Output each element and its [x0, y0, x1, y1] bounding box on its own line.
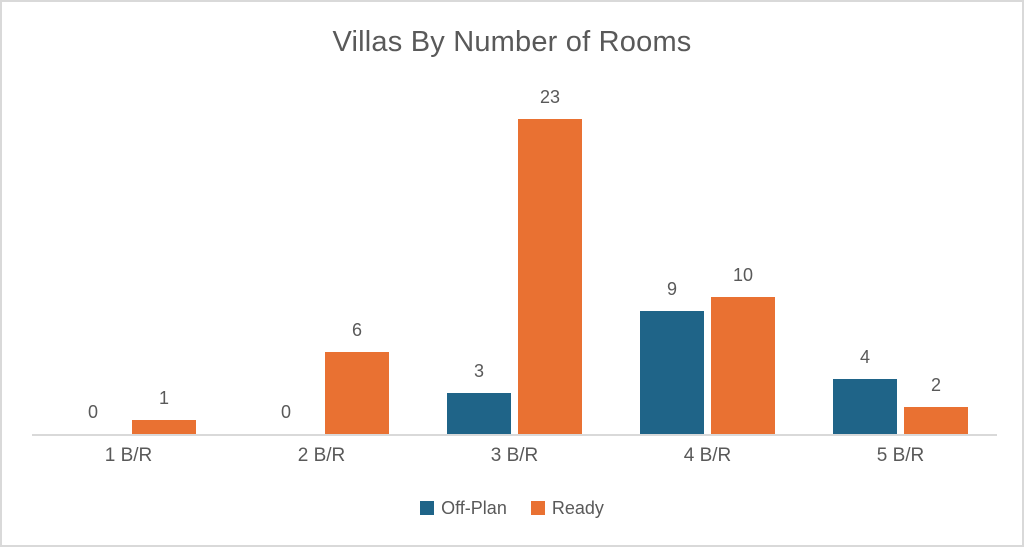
value-label: 9: [666, 278, 677, 299]
bar-ready-3-b-r: [518, 119, 582, 434]
x-axis-label-2-b-r: 2 B/R: [297, 445, 346, 466]
bar-ready-5-b-r: [904, 406, 968, 434]
bar-off-plan-4-b-r: [640, 310, 704, 434]
legend-label: Ready: [551, 498, 604, 518]
bar-ready-2-b-r: [325, 351, 389, 434]
value-label: 0: [280, 402, 291, 422]
legend-item-off-plan: Off-Plan: [420, 499, 507, 517]
legend-item-ready: Ready: [530, 498, 604, 518]
bar-off-plan-3-b-r: [447, 392, 511, 434]
legend-swatch-icon: [420, 501, 435, 515]
value-label: 3: [473, 360, 484, 381]
value-label: 0: [87, 402, 98, 422]
value-label: 23: [539, 87, 561, 107]
legend-swatch-icon: [530, 501, 545, 515]
legend-label: Off-Plan: [441, 498, 507, 518]
x-axis-label-4-b-r: 4 B/R: [683, 445, 732, 466]
bar-ready-1-b-r: [132, 420, 196, 434]
legend: Off-Plan Ready: [2, 499, 1022, 517]
x-axis-label-1-b-r: 1 B/R: [104, 445, 153, 466]
x-axis-label-3-b-r: 3 B/R: [490, 445, 539, 466]
value-label: 10: [732, 265, 754, 286]
plot-area: 0 1 0 6 3 23 9 10 4 2: [32, 71, 997, 434]
value-label: 1: [158, 388, 169, 409]
value-label: 2: [930, 374, 941, 395]
value-label: 6: [351, 319, 362, 340]
x-axis-line: [32, 434, 997, 436]
bar-off-plan-5-b-r: [833, 379, 897, 434]
bar-ready-4-b-r: [711, 297, 775, 434]
value-label: 4: [859, 347, 870, 368]
x-axis-label-5-b-r: 5 B/R: [876, 445, 925, 466]
chart-title: Villas By Number of Rooms: [332, 26, 692, 58]
